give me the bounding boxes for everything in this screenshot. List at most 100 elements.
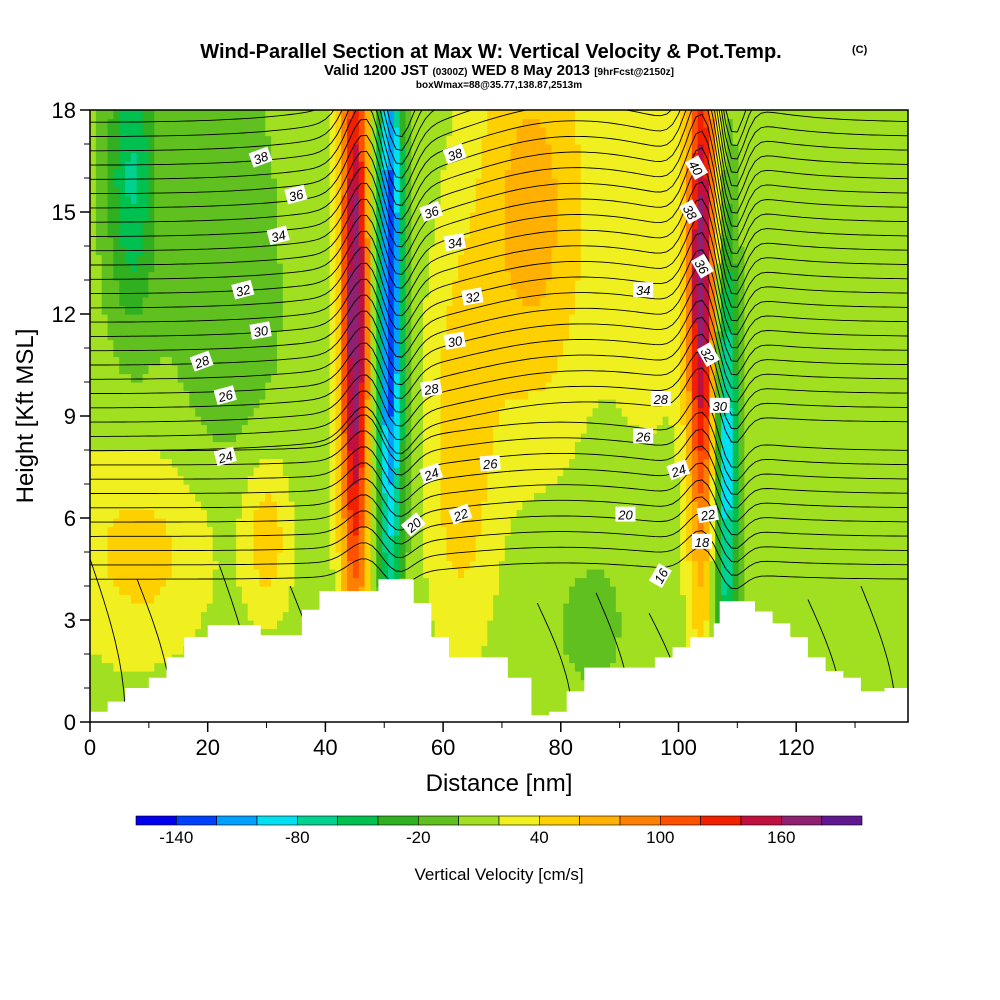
heatmap-cell	[101, 603, 109, 613]
heatmap-cell	[265, 339, 272, 349]
heatmap-cell	[195, 492, 202, 502]
heatmap-cell	[347, 467, 354, 477]
heatmap-cell	[312, 220, 319, 230]
heatmap-cell	[282, 441, 290, 451]
heatmap-cell	[212, 220, 220, 230]
heatmap-cell	[493, 484, 500, 494]
heatmap-cell	[428, 348, 436, 358]
heatmap-cell	[376, 246, 383, 256]
heatmap-cell	[206, 526, 214, 536]
heatmap-cell	[405, 271, 412, 281]
heatmap-cell	[165, 407, 173, 417]
heatmap-cell	[189, 297, 196, 307]
heatmap-cell	[241, 492, 249, 502]
heatmap-cell	[241, 501, 249, 511]
heatmap-cell	[189, 365, 196, 375]
heatmap-cell	[142, 679, 150, 689]
heatmap-cell	[195, 526, 202, 536]
heatmap-cell	[95, 458, 103, 468]
heatmap-cell	[423, 229, 430, 239]
heatmap-cell	[329, 484, 336, 494]
heatmap-cell	[399, 492, 407, 502]
heatmap-cell	[241, 577, 249, 587]
heatmap-cell	[218, 348, 225, 358]
heatmap-cell	[306, 331, 313, 341]
heatmap-cell	[428, 552, 436, 562]
heatmap-cell	[189, 424, 196, 434]
heatmap-cell	[265, 161, 272, 171]
heatmap-cell	[125, 382, 132, 392]
heatmap-cell	[487, 399, 494, 409]
heatmap-cell	[469, 399, 477, 409]
heatmap-cell	[481, 467, 488, 477]
heatmap-cell	[107, 458, 114, 468]
heatmap-cell	[370, 560, 377, 570]
heatmap-cell	[329, 280, 336, 290]
heatmap-cell	[428, 144, 436, 154]
heatmap-cell	[434, 169, 442, 179]
heatmap-cell	[195, 390, 202, 400]
heatmap-cell	[288, 118, 296, 128]
heatmap-cell	[119, 390, 126, 400]
heatmap-cell	[317, 186, 325, 196]
heatmap-cell	[259, 263, 266, 273]
heatmap-cell	[177, 645, 185, 655]
heatmap-cell	[376, 535, 383, 545]
heatmap-cell	[201, 594, 208, 604]
heatmap-cell	[329, 178, 336, 188]
heatmap-cell	[370, 467, 377, 477]
heatmap-cell	[300, 203, 307, 213]
heatmap-cell	[265, 356, 272, 366]
heatmap-cell	[130, 331, 138, 341]
heatmap-cell	[469, 407, 477, 417]
heatmap-cell	[481, 288, 488, 298]
heatmap-cell	[113, 297, 120, 307]
heatmap-cell	[259, 271, 266, 281]
heatmap-cell	[165, 203, 173, 213]
heatmap-cell	[119, 382, 126, 392]
heatmap-cell	[148, 135, 155, 145]
heatmap-cell	[195, 110, 202, 120]
heatmap-cell	[119, 441, 126, 451]
heatmap-cell	[288, 569, 296, 579]
heatmap-cell	[189, 254, 196, 264]
heatmap-cell	[160, 509, 167, 519]
heatmap-cell	[148, 373, 155, 383]
heatmap-cell	[300, 441, 307, 451]
heatmap-cell	[247, 297, 255, 307]
heatmap-cell	[119, 628, 126, 638]
heatmap-cell	[125, 280, 132, 290]
heatmap-cell	[323, 441, 331, 451]
heatmap-cell	[189, 305, 196, 315]
heatmap-cell	[206, 331, 214, 341]
heatmap-cell	[183, 169, 190, 179]
heatmap-cell	[300, 246, 307, 256]
heatmap-cell	[130, 654, 138, 664]
heatmap-cell	[393, 509, 401, 519]
heatmap-cell	[417, 127, 424, 137]
heatmap-cell	[405, 339, 412, 349]
heatmap-cell	[352, 237, 360, 247]
heatmap-cell	[218, 365, 225, 375]
heatmap-cell	[428, 492, 436, 502]
heatmap-cell	[423, 178, 430, 188]
heatmap-cell	[148, 110, 155, 120]
heatmap-cell	[423, 356, 430, 366]
heatmap-cell	[393, 356, 401, 366]
heatmap-cell	[136, 339, 144, 349]
heatmap-cell	[136, 492, 144, 502]
heatmap-cell	[475, 441, 483, 451]
heatmap-cell	[165, 212, 173, 222]
heatmap-cell	[171, 620, 179, 630]
heatmap-cell	[405, 458, 412, 468]
heatmap-cell	[487, 356, 494, 366]
heatmap-cell	[212, 110, 220, 120]
heatmap-cell	[352, 178, 360, 188]
heatmap-cell	[288, 560, 296, 570]
heatmap-cell	[236, 365, 243, 375]
heatmap-cell	[294, 407, 301, 417]
heatmap-cell	[247, 569, 255, 579]
heatmap-cell	[493, 628, 500, 638]
heatmap-cell	[282, 322, 290, 332]
